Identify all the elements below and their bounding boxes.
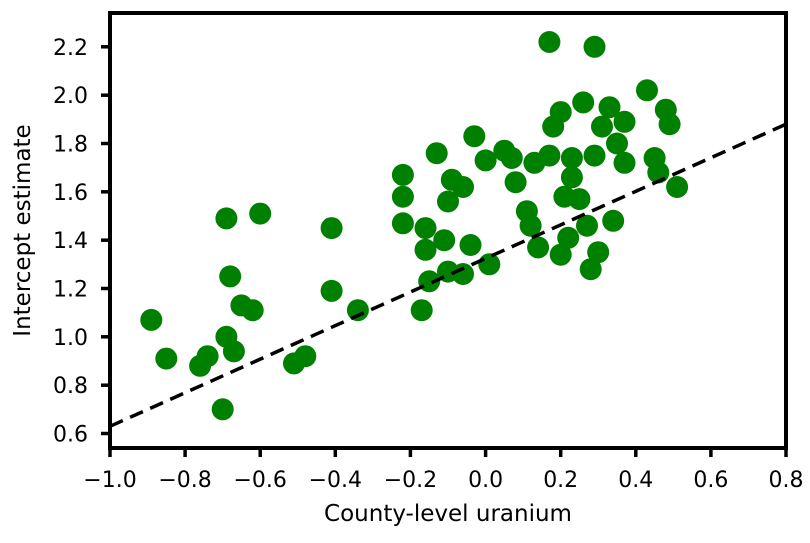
data-point: [527, 236, 550, 259]
data-point: [249, 202, 272, 225]
x-axis-label: County-level uranium: [324, 501, 572, 527]
data-point: [598, 96, 621, 119]
data-point: [549, 243, 572, 266]
data-point: [587, 241, 610, 264]
data-point: [452, 176, 474, 198]
data-point: [666, 176, 689, 198]
data-point: [557, 226, 580, 249]
data-point: [538, 144, 561, 167]
data-point: [549, 101, 572, 124]
x-tick-label: 0.4: [618, 468, 653, 493]
data-point: [504, 171, 527, 194]
data-point: [583, 144, 606, 167]
y-tick-label: 0.8: [53, 374, 88, 399]
y-tick-label: 2.2: [53, 36, 88, 61]
y-tick-label: 0.6: [53, 423, 88, 448]
data-point: [391, 185, 414, 208]
data-point: [294, 345, 317, 368]
data-point: [425, 142, 448, 165]
data-point: [410, 299, 433, 322]
data-point: [222, 340, 245, 363]
data-point: [583, 35, 606, 58]
y-tick-label: 1.2: [53, 278, 88, 303]
data-point: [391, 163, 414, 186]
x-tick-label: 0.2: [543, 468, 578, 493]
data-point: [463, 125, 486, 148]
y-tick-label: 1.4: [53, 229, 88, 254]
plot-border: [108, 11, 788, 450]
data-point: [452, 263, 474, 285]
data-point: [560, 166, 583, 189]
trend-line-layer: [109, 122, 787, 428]
data-point: [474, 149, 497, 172]
y-tick-label: 1.8: [53, 133, 88, 158]
x-tick-label: −0.4: [309, 468, 362, 493]
y-tick-label: 1.6: [53, 181, 88, 206]
x-tick-label: −0.8: [158, 468, 211, 493]
data-point: [613, 151, 636, 174]
data-point: [211, 398, 234, 421]
data-point: [320, 217, 343, 240]
data-point: [613, 110, 636, 133]
data-point: [437, 190, 459, 213]
y-axis-label: Intercept estimate: [10, 124, 36, 336]
data-point: [155, 347, 178, 370]
axes-layer: −1.0 −0.8 −0.6 −0.4 −0.2 0.0 0.2 0.4 0.6 0.8 0.6 0.…: [53, 11, 804, 493]
x-tick-label: −0.6: [233, 468, 286, 493]
data-point: [219, 265, 242, 288]
data-point: [500, 147, 523, 169]
data-point: [414, 238, 437, 261]
data-point: [606, 132, 628, 155]
data-point: [346, 299, 369, 322]
data-point: [658, 113, 681, 136]
data-point: [538, 31, 561, 53]
data-point: [215, 207, 238, 230]
x-tick-label: −1.0: [83, 468, 136, 493]
data-point: [579, 258, 602, 281]
data-point: [636, 79, 658, 102]
data-point: [602, 209, 625, 232]
data-point: [433, 229, 456, 252]
y-tick-label: 2.0: [53, 84, 88, 109]
trend-line: [109, 122, 787, 428]
y-tick-label: 1.0: [53, 326, 88, 351]
x-tick-label: 0.8: [769, 468, 804, 493]
data-point: [459, 234, 482, 256]
data-point: [576, 214, 598, 237]
data-point: [560, 147, 583, 169]
data-point: [568, 188, 591, 211]
data-point: [196, 345, 219, 368]
data-point: [519, 214, 542, 237]
data-point: [591, 115, 613, 138]
points-layer: [140, 31, 689, 421]
x-tick-label: −0.2: [384, 468, 437, 493]
data-point: [320, 279, 343, 302]
x-tick-label: 0.6: [693, 468, 728, 493]
data-point: [241, 299, 264, 322]
x-tick-label: 0.0: [468, 468, 503, 493]
data-point: [391, 212, 414, 235]
data-point: [572, 91, 595, 114]
data-point: [414, 217, 437, 240]
data-point: [140, 308, 163, 331]
data-point: [478, 253, 501, 276]
